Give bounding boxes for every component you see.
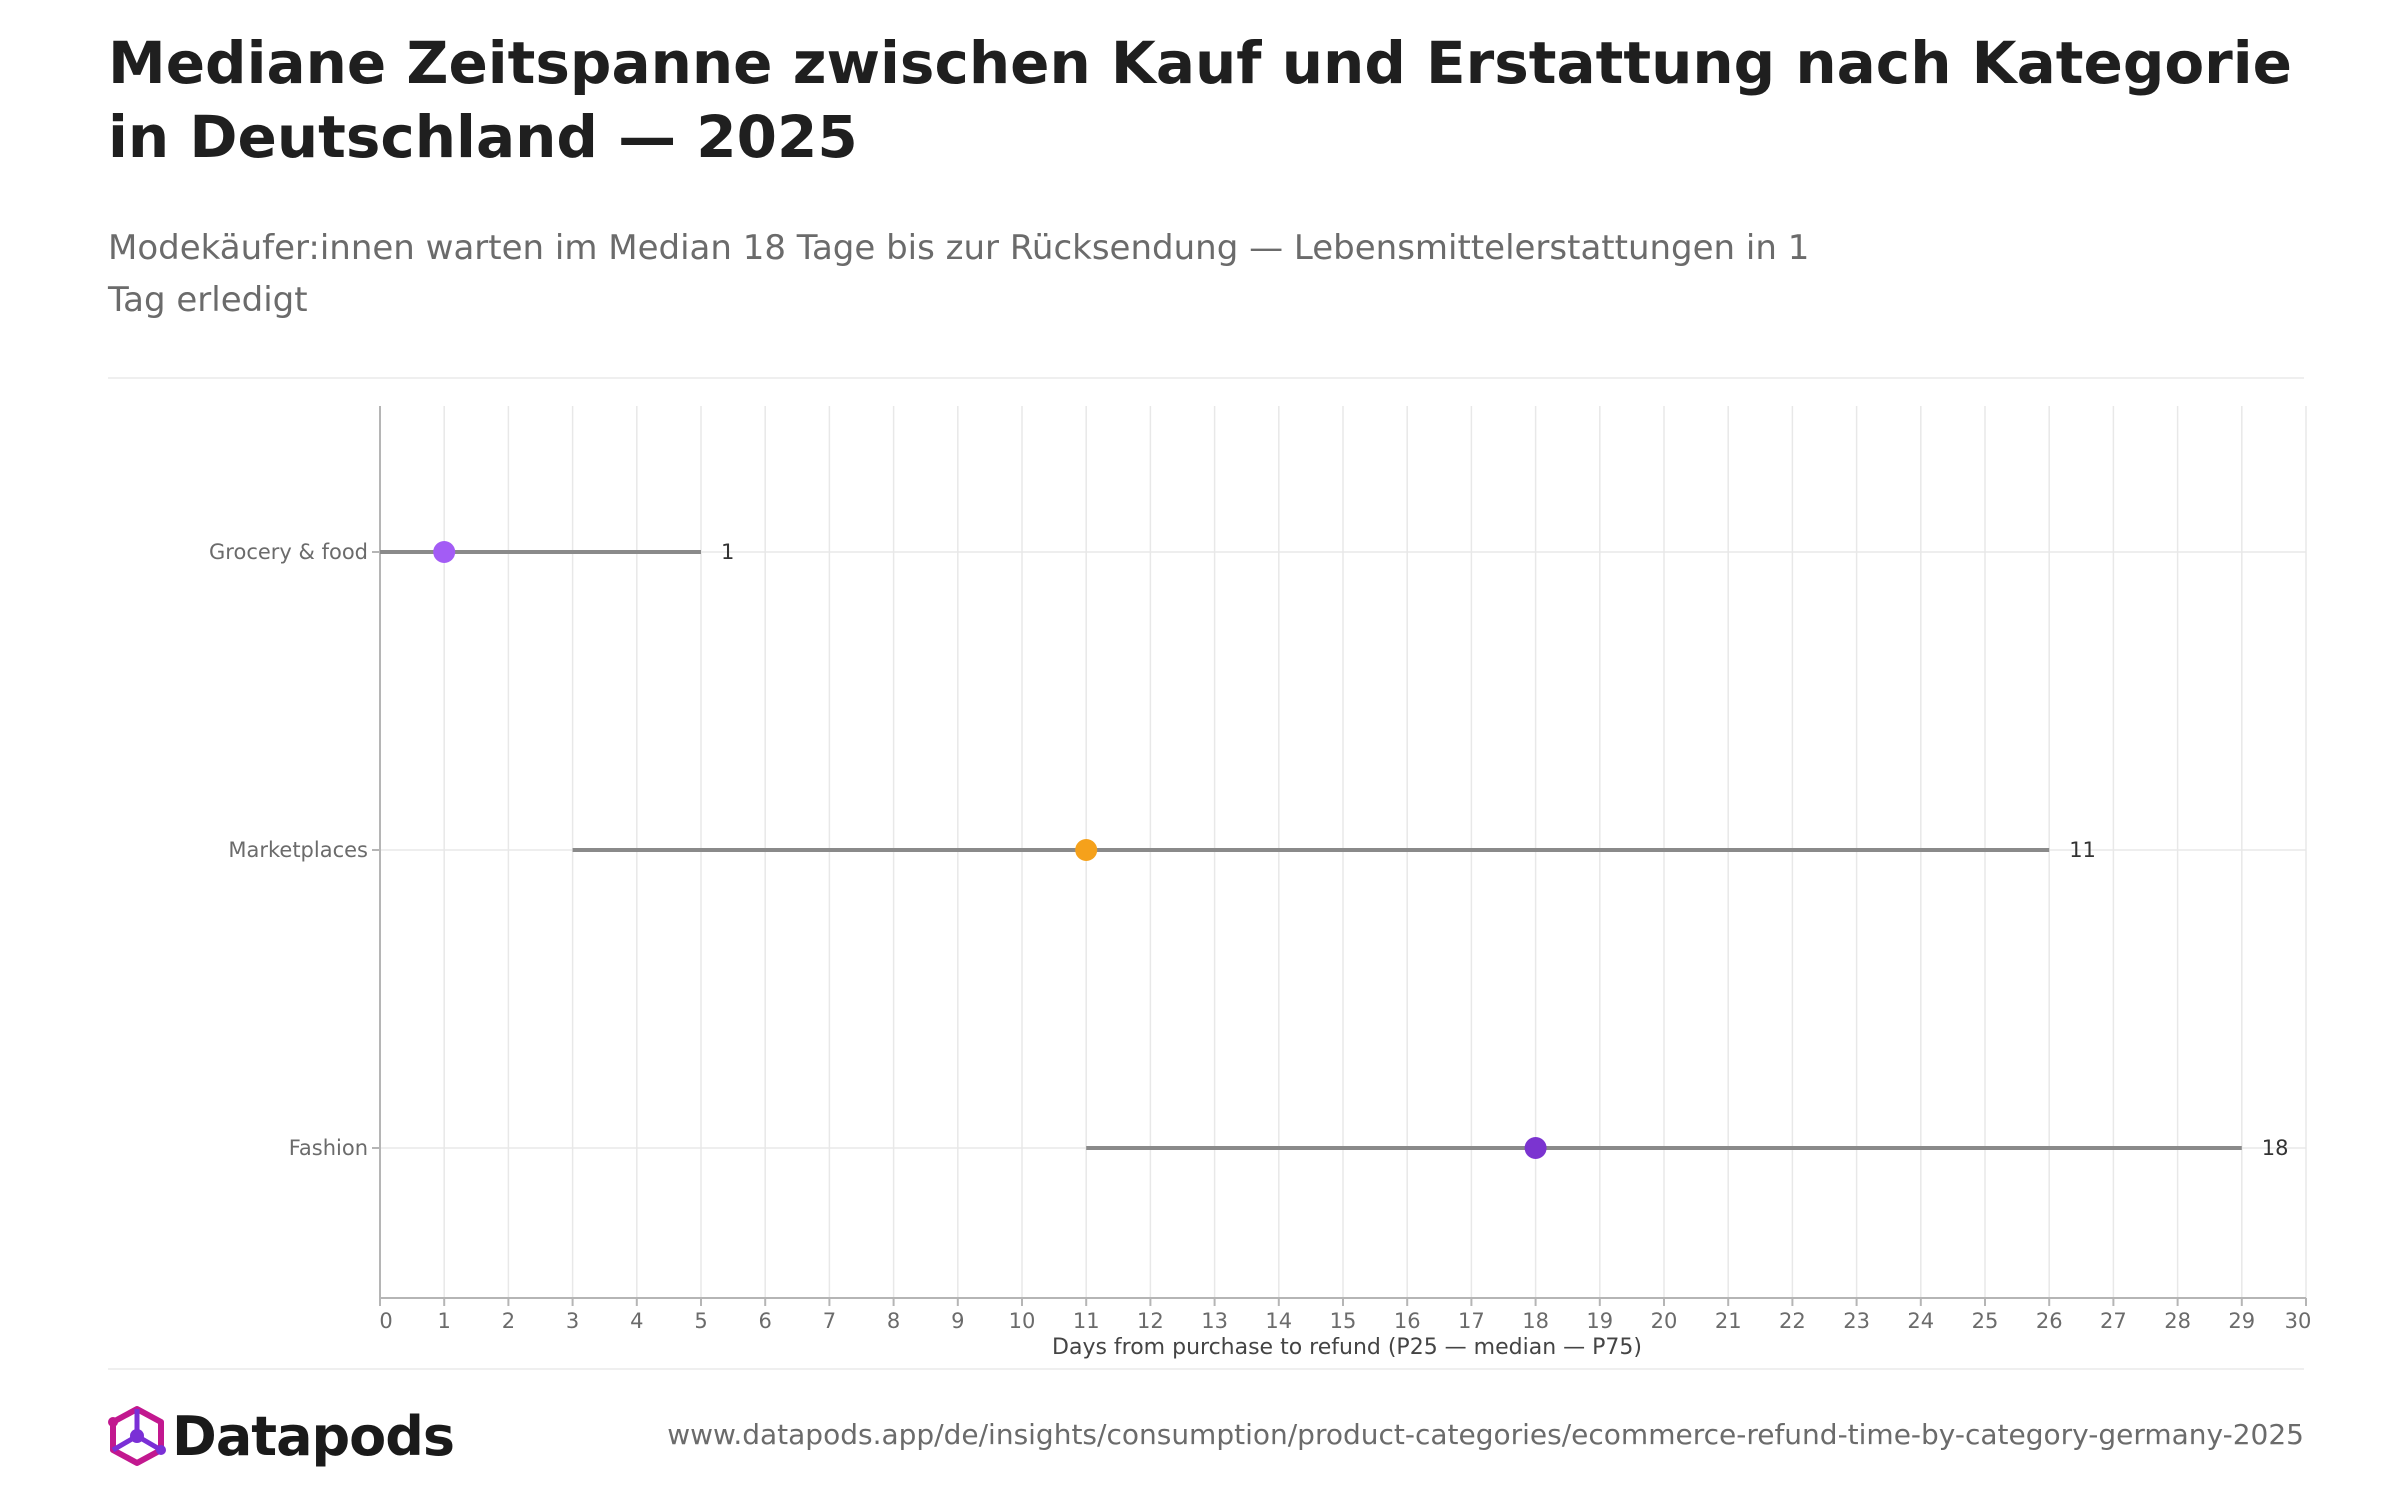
x-tick-label: 3 — [566, 1309, 579, 1333]
median-point — [1075, 839, 1098, 861]
x-tick-label: 2 — [502, 1309, 515, 1333]
category-label: Fashion — [289, 1136, 368, 1160]
x-tick-label: 15 — [1330, 1309, 1357, 1333]
chart-title: Mediane Zeitspanne zwischen Kauf und Ers… — [108, 29, 2293, 171]
median-point — [433, 541, 456, 563]
x-tick-label: 5 — [694, 1309, 707, 1333]
category-label: Grocery & food — [209, 540, 368, 564]
x-tick-label: 14 — [1265, 1309, 1292, 1333]
footer-divider — [108, 1368, 2304, 1370]
x-tick-label: 25 — [1972, 1309, 1999, 1333]
x-tick-label: 1 — [438, 1309, 451, 1333]
x-tick-label: 17 — [1458, 1309, 1485, 1333]
x-tick-label: 12 — [1137, 1309, 1164, 1333]
x-tick-label: 16 — [1394, 1309, 1421, 1333]
x-tick-label: 4 — [630, 1309, 643, 1333]
x-tick-label: 24 — [1907, 1309, 1934, 1333]
header-divider — [108, 377, 2304, 379]
x-tick-label: 20 — [1651, 1309, 1678, 1333]
x-tick-label: 0 — [379, 1309, 392, 1333]
x-tick-label: 26 — [2036, 1309, 2063, 1333]
x-tick-label: 6 — [759, 1309, 772, 1333]
brand-name: Datapods — [172, 1404, 455, 1468]
x-tick-label: 13 — [1201, 1309, 1228, 1333]
x-tick-label: 11 — [1073, 1309, 1100, 1333]
source-url[interactable]: www.datapods.app/de/insights/consumption… — [667, 1418, 2304, 1451]
median-value-label: 18 — [2262, 1136, 2289, 1160]
median-value-label: 1 — [721, 540, 734, 564]
x-tick-label: 27 — [2100, 1309, 2127, 1333]
x-tick-label: 21 — [1715, 1309, 1742, 1333]
x-tick-label: 22 — [1779, 1309, 1806, 1333]
x-tick-label: 28 — [2164, 1309, 2191, 1333]
x-tick-label: 7 — [823, 1309, 836, 1333]
axes: 0 1 2 3 4 5 6 7 8 9 10 11 12 13 14 15 16 17 18 19 20 21 22 23 24… — [209, 406, 2311, 1333]
datapods-logo[interactable]: Datapods — [108, 1404, 455, 1468]
x-tick-label: 18 — [1522, 1309, 1549, 1333]
x-tick-label: 23 — [1843, 1309, 1870, 1333]
x-axis-title: Days from purchase to refund (P25 — medi… — [1052, 1335, 1642, 1360]
x-tick-label: 9 — [951, 1309, 964, 1333]
chart-subtitle: Modekäufer:innen warten im Median 18 Tag… — [108, 228, 1810, 320]
x-tick-label: 29 — [2228, 1309, 2255, 1333]
median-value-label: 11 — [2069, 838, 2096, 862]
x-tick-label: 8 — [887, 1309, 900, 1333]
datapods-logo-icon — [108, 1406, 166, 1466]
median-point — [1524, 1137, 1547, 1159]
x-tick-label: 30 — [2285, 1309, 2312, 1333]
x-tick-label: 10 — [1009, 1309, 1036, 1333]
x-tick-label: 19 — [1586, 1309, 1613, 1333]
category-label: Marketplaces — [228, 838, 368, 862]
